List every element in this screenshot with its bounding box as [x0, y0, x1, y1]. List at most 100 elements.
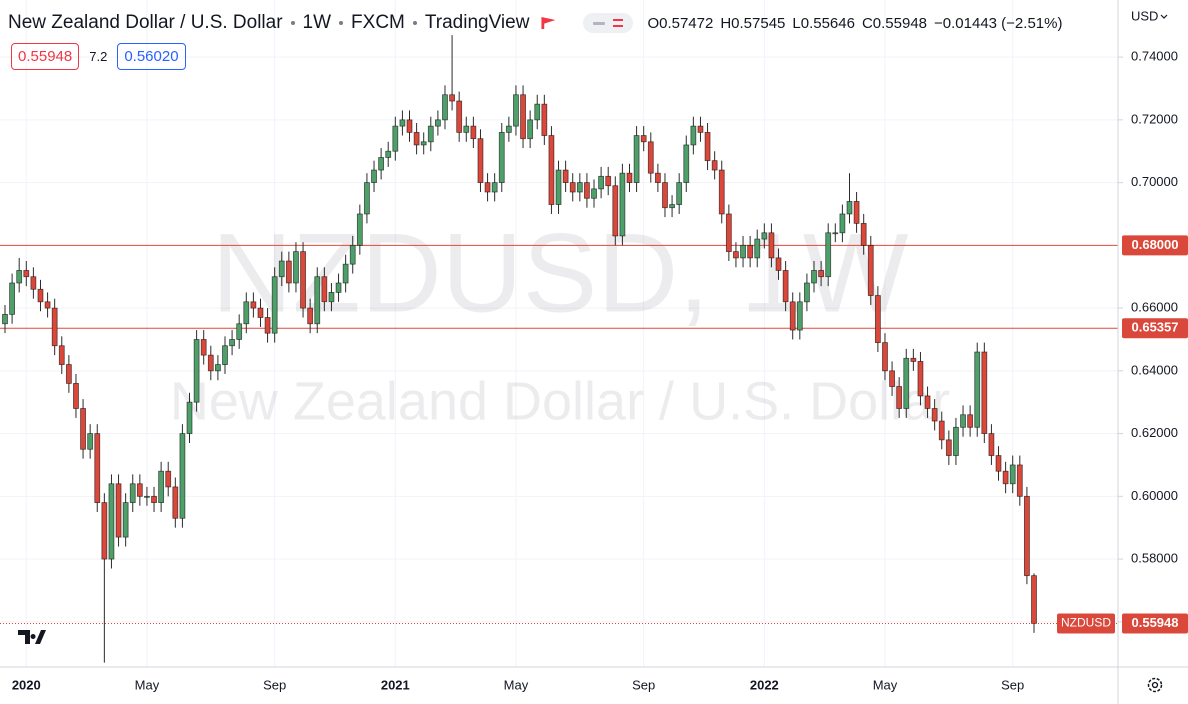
- candle-body: [264, 317, 271, 334]
- candle-body: [626, 172, 633, 183]
- candle-body: [491, 182, 498, 193]
- candle-body: [818, 270, 825, 278]
- candle-body: [1031, 575, 1037, 624]
- candle-body: [207, 354, 214, 372]
- candle-body: [555, 169, 562, 205]
- candle-body: [534, 103, 541, 121]
- separator: [339, 21, 344, 25]
- candle-body: [434, 119, 441, 127]
- candle-body: [115, 483, 122, 538]
- interval[interactable]: 1W: [302, 12, 332, 33]
- line-label: 0.65357: [1132, 320, 1179, 335]
- candle-body: [520, 94, 526, 140]
- candle-body: [73, 382, 79, 409]
- candle-body: [449, 94, 455, 102]
- x-tick-label: Sep: [1001, 677, 1024, 692]
- currency-label[interactable]: USD: [1131, 8, 1158, 23]
- candle-body: [314, 276, 321, 325]
- candle-body: [399, 119, 406, 127]
- candle-body: [293, 251, 299, 284]
- x-tick-label: May: [135, 677, 160, 692]
- candle-body: [250, 301, 257, 309]
- tradingview-logo: [18, 630, 46, 644]
- candle-body: [470, 125, 477, 140]
- candle-body: [222, 345, 228, 365]
- candle-body: [328, 292, 335, 303]
- candle-body: [129, 483, 136, 504]
- candle-body: [200, 339, 207, 356]
- candle-body: [58, 345, 65, 365]
- candle-body: [619, 172, 626, 237]
- candle-body: [584, 182, 590, 199]
- watermark-name: New Zealand Dollar / U.S. Dollar: [170, 371, 950, 431]
- candle-body: [832, 232, 839, 235]
- candle-body: [300, 251, 306, 309]
- candle-body: [463, 125, 470, 133]
- candle-body: [825, 232, 832, 278]
- candle-body: [442, 94, 448, 121]
- exchange: FXCM: [351, 12, 405, 33]
- candle-body: [981, 351, 988, 434]
- settings-button[interactable]: [1147, 677, 1163, 693]
- candle-body: [953, 426, 959, 456]
- candle-body: [122, 502, 129, 538]
- candle-body: [356, 213, 363, 246]
- candle-body: [640, 135, 647, 143]
- candle-body: [662, 182, 668, 209]
- candle-body: [910, 357, 917, 362]
- y-tick-label: 0.66000: [1131, 300, 1178, 315]
- candle-body: [874, 295, 881, 343]
- candle-body: [420, 141, 427, 146]
- candle-body: [860, 222, 867, 246]
- candle-body: [562, 169, 569, 183]
- time-axis: [0, 667, 1188, 704]
- candle-body: [974, 351, 981, 428]
- y-tick-label: 0.60000: [1131, 488, 1178, 503]
- x-tick-label: May: [873, 677, 898, 692]
- candle-body: [65, 364, 72, 384]
- candle-body: [335, 282, 342, 293]
- candle-body: [285, 260, 292, 284]
- candle-body: [704, 131, 711, 162]
- candle-body: [541, 103, 548, 136]
- candle-body: [101, 502, 108, 560]
- candle-body: [87, 433, 94, 450]
- flag-icon[interactable]: [541, 17, 556, 29]
- candle-body: [158, 470, 165, 504]
- candle-body: [754, 238, 761, 259]
- candle-body: [307, 307, 314, 325]
- candle-body: [278, 260, 285, 278]
- candle-body: [51, 307, 58, 347]
- candle-body: [889, 370, 895, 387]
- x-tick-label: May: [504, 677, 529, 692]
- separator: [290, 21, 295, 25]
- candle-body: [853, 201, 860, 224]
- candle-body: [23, 270, 30, 278]
- candle-body: [172, 486, 179, 519]
- spread: 7.2: [89, 49, 108, 64]
- candle-body: [569, 182, 576, 193]
- candle-body: [94, 433, 101, 504]
- candle-body: [676, 182, 683, 205]
- candle-body: [477, 138, 484, 183]
- source: TradingView: [424, 12, 530, 33]
- indicator-toggle[interactable]: [583, 13, 634, 33]
- candle-body: [995, 455, 1002, 472]
- separator: [412, 21, 417, 25]
- x-tick-label: Sep: [632, 677, 655, 692]
- candle-body: [179, 433, 186, 519]
- candle-body: [867, 244, 874, 296]
- candle-body: [427, 125, 434, 143]
- candle-body: [917, 361, 924, 397]
- buy-button[interactable]: 0.56020: [117, 43, 186, 70]
- candle-body: [229, 339, 235, 347]
- candle-body: [576, 182, 583, 193]
- candle-body: [683, 144, 690, 183]
- candle-body: [214, 364, 221, 372]
- candle-body: [108, 483, 115, 560]
- candle-body: [768, 232, 775, 259]
- candle-body: [988, 433, 995, 456]
- sell-button[interactable]: 0.55948: [11, 43, 80, 70]
- candle-body: [527, 119, 534, 140]
